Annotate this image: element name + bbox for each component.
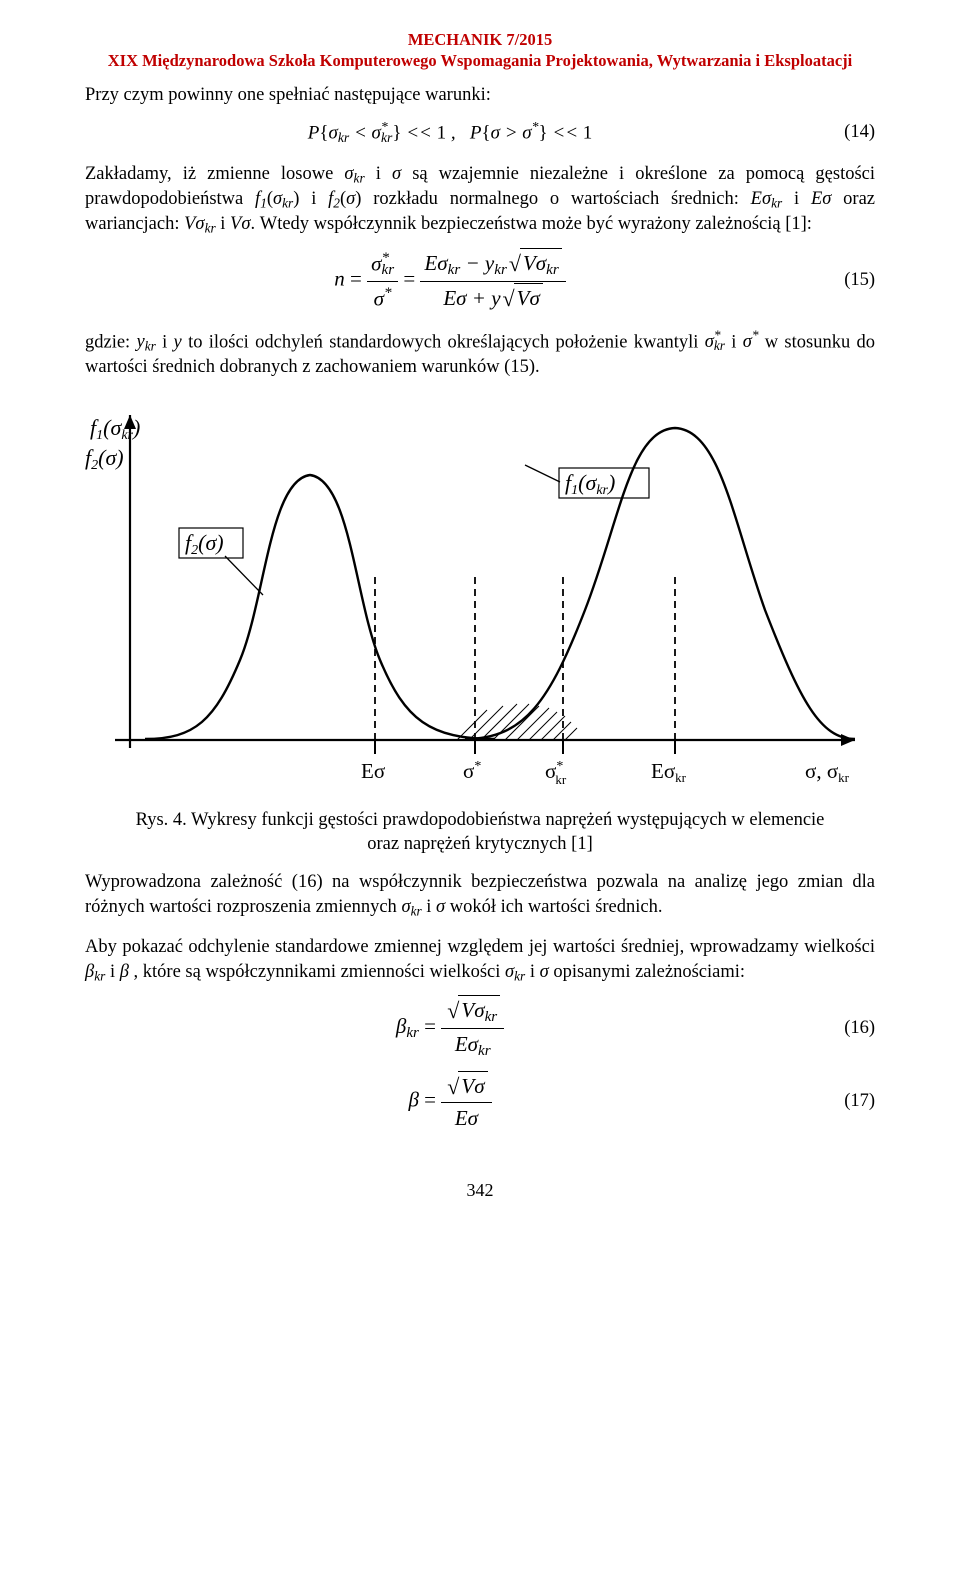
figure-4-caption: Rys. 4. Wykresy funkcji gęstości prawdop… bbox=[85, 808, 875, 856]
paragraph-5: Aby pokazać odchylenie standardowe zmien… bbox=[85, 935, 875, 985]
equation-15-content: n = σ*kr σ* = Εσkr − ykrVσkr Εσ + yVσ bbox=[334, 248, 565, 313]
equation-15: n = σ*kr σ* = Εσkr − ykrVσkr Εσ + yVσ (1… bbox=[85, 248, 875, 313]
page-number: 342 bbox=[85, 1180, 875, 1201]
equation-16-number: (16) bbox=[815, 1016, 875, 1041]
equation-14-content: P{σkr < σ*kr} << 1 , P{σ > σ*} << 1 bbox=[308, 118, 593, 147]
svg-text:Εσkr: Εσkr bbox=[651, 759, 687, 785]
page: MECHANIK 7/2015 XIX Międzynarodowa Szkoł… bbox=[0, 0, 960, 1590]
equation-17: β = Vσ Εσ (17) bbox=[85, 1071, 875, 1132]
equation-17-number: (17) bbox=[815, 1089, 875, 1114]
equation-14-number: (14) bbox=[815, 120, 875, 145]
body: Przy czym powinny one spełniać następują… bbox=[85, 83, 875, 1132]
journal-header: MECHANIK 7/2015 XIX Międzynarodowa Szkoł… bbox=[85, 30, 875, 71]
figure-4-svg: f1(σkr) f2(σ) bbox=[85, 400, 875, 800]
svg-text:f2(σ): f2(σ) bbox=[85, 445, 124, 473]
paragraph-2: Zakładamy, iż zmienne losowe σkr i σ są … bbox=[85, 162, 875, 238]
paragraph-1: Przy czym powinny one spełniać następują… bbox=[85, 83, 875, 108]
svg-text:f2(σ): f2(σ) bbox=[185, 530, 224, 558]
svg-text:σ*kr: σ*kr bbox=[545, 759, 567, 787]
equation-14: P{σkr < σ*kr} << 1 , P{σ > σ*} << 1 (14) bbox=[85, 118, 875, 147]
equation-16-content: βkr = Vσkr Εσkr bbox=[396, 995, 504, 1061]
paragraph-3: gdzie: ykr i y to ilości odchyleń standa… bbox=[85, 327, 875, 381]
paragraph-4: Wyprowadzona zależność (16) na współczyn… bbox=[85, 870, 875, 920]
svg-text:f1(σkr): f1(σkr) bbox=[90, 415, 140, 443]
svg-text:f1(σkr): f1(σkr) bbox=[565, 470, 615, 498]
journal-line1: MECHANIK 7/2015 bbox=[408, 30, 552, 49]
equation-16: βkr = Vσkr Εσkr (16) bbox=[85, 995, 875, 1061]
figure-4: f1(σkr) f2(σ) bbox=[85, 400, 875, 800]
equation-15-number: (15) bbox=[815, 268, 875, 293]
svg-text:σ*: σ* bbox=[463, 759, 481, 783]
svg-text:Εσ: Εσ bbox=[361, 759, 385, 783]
svg-text:σ, σkr: σ, σkr bbox=[805, 759, 850, 785]
equation-17-content: β = Vσ Εσ bbox=[408, 1071, 491, 1132]
journal-line2: XIX Międzynarodowa Szkoła Komputerowego … bbox=[108, 51, 853, 70]
